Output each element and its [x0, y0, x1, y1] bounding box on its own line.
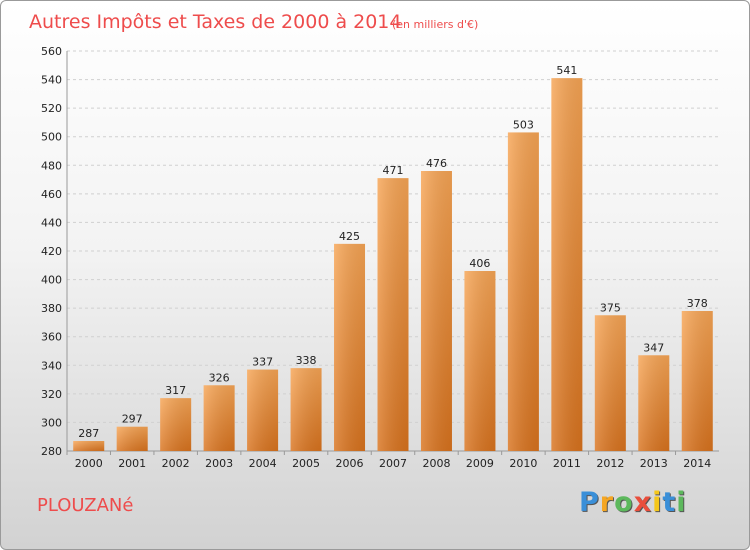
bar-value-label: 347 [643, 341, 664, 354]
y-tick-label: 340 [41, 359, 62, 372]
bar-value-label: 541 [556, 64, 577, 77]
y-tick-label: 460 [41, 188, 62, 201]
y-tick-label: 420 [41, 245, 62, 258]
x-tick-label: 2007 [379, 457, 407, 470]
bar-shade [334, 243, 366, 451]
bar-shade [116, 426, 148, 451]
bar-shade [507, 132, 539, 451]
bar-value-label: 317 [165, 384, 186, 397]
logo-letter: r [599, 487, 615, 518]
x-tick-label: 2014 [683, 457, 711, 470]
logo-letter: i [652, 487, 663, 518]
bar-shade [290, 368, 322, 451]
y-tick-label: 540 [41, 74, 62, 87]
y-tick-label: 480 [41, 159, 62, 172]
y-tick-label: 440 [41, 216, 62, 229]
logo-letter: x [633, 487, 653, 518]
bar-value-label: 406 [469, 257, 490, 270]
place-name: PLOUZANé [37, 495, 134, 516]
y-tick-label: 380 [41, 302, 62, 315]
bar-value-label: 378 [687, 297, 708, 310]
bar-value-label: 337 [252, 356, 273, 369]
x-tick-label: 2004 [249, 457, 277, 470]
proxiti-logo: Proxiti [579, 487, 687, 518]
bar-shade [160, 398, 192, 451]
bar-shade [464, 271, 496, 451]
x-tick-label: 2002 [162, 457, 190, 470]
y-tick-label: 560 [41, 45, 62, 58]
y-tick-label: 280 [41, 445, 62, 458]
x-tick-label: 2008 [422, 457, 450, 470]
logo-letter: t [662, 487, 677, 518]
x-tick-label: 2005 [292, 457, 320, 470]
bar-shade [594, 315, 626, 451]
bar-value-label: 375 [600, 301, 621, 314]
y-tick-label: 400 [41, 274, 62, 287]
bar-value-label: 297 [122, 413, 143, 426]
y-tick-label: 320 [41, 388, 62, 401]
x-tick-label: 2011 [553, 457, 581, 470]
bar-shade [247, 369, 279, 451]
x-tick-label: 2013 [640, 457, 668, 470]
chart-subtitle: (en milliers d'€) [392, 18, 478, 31]
bar-value-label: 326 [209, 371, 230, 384]
x-tick-label: 2000 [75, 457, 103, 470]
bar-shade [638, 355, 670, 451]
chart-title: Autres Impôts et Taxes de 2000 à 2014 [29, 11, 402, 33]
bar-shade [681, 311, 713, 451]
bars [73, 78, 713, 452]
x-tick-label: 2003 [205, 457, 233, 470]
y-tick-label: 500 [41, 131, 62, 144]
bar-shade [73, 441, 105, 451]
x-tick-label: 2012 [596, 457, 624, 470]
bar-shade [377, 178, 409, 451]
bar-value-label: 338 [296, 354, 317, 367]
bar-shade [551, 78, 583, 452]
bar-value-label: 503 [513, 118, 534, 131]
bar-shade [420, 171, 452, 451]
bar-value-label: 287 [78, 427, 99, 440]
x-tick-label: 2006 [336, 457, 364, 470]
x-tick-label: 2010 [509, 457, 537, 470]
x-tick-label: 2001 [118, 457, 146, 470]
y-tick-label: 300 [41, 416, 62, 429]
logo-letter: i [676, 487, 687, 518]
x-axis-ticks: 2000 2001 2002 2003 2004 2005 2006 2007 2008 2009… [66, 451, 711, 470]
y-axis-ticks: 280 300 320 340 360 380 400 420 440 460 480 500 520 5… [41, 45, 62, 458]
y-tick-label: 360 [41, 331, 62, 344]
bar-shade [203, 385, 235, 451]
logo-letter: P [579, 487, 600, 518]
x-tick-label: 2009 [466, 457, 494, 470]
logo-letter: o [614, 487, 634, 518]
bar-value-label: 476 [426, 157, 447, 170]
bar-value-label: 471 [383, 164, 404, 177]
bar-value-label: 425 [339, 230, 360, 243]
value-labels: 287 297 317 326 337 338 425 471 476 406 503 541 375 3… [78, 64, 708, 440]
y-tick-label: 520 [41, 102, 62, 115]
